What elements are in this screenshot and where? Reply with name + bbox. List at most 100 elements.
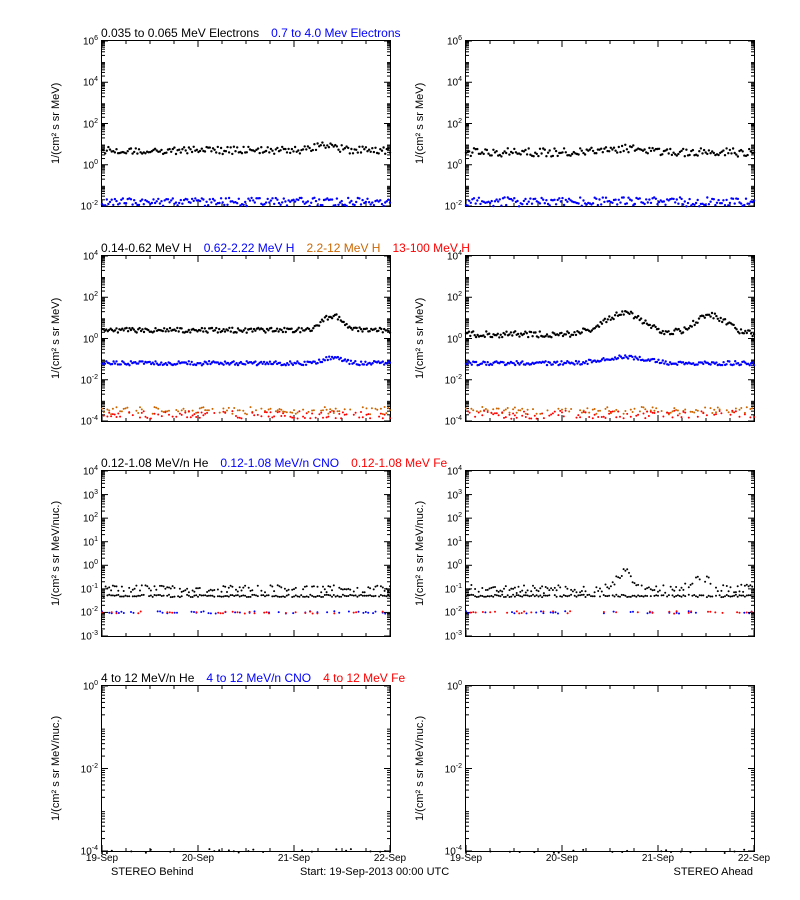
legend-item: 4 to 12 MeV Fe (323, 671, 405, 685)
ylabel: 1/(cm² s sr MeV) (50, 82, 62, 163)
ytick-label: 10-2 (428, 763, 462, 775)
series-points (101, 356, 391, 367)
ytick-label: 106 (428, 35, 462, 47)
ytick-label: 104 (428, 465, 462, 477)
plot-svg (466, 471, 754, 636)
ytick-label: 104 (428, 76, 462, 88)
series-points (465, 594, 755, 598)
xtick-label: 22-Sep (738, 853, 770, 864)
ytick-label: 103 (64, 489, 98, 501)
ylabel: 1/(cm² s sr MeV) (414, 297, 426, 378)
ytick-label: 100 (428, 680, 462, 692)
ytick-label: 102 (428, 512, 462, 524)
panel-r3-c0: 10-410-21001/(cm² s sr MeV/nuc.)19-Sep20… (101, 685, 391, 852)
legend-item: 4 to 12 MeV/n He (101, 671, 194, 685)
ytick-label: 100 (64, 680, 98, 692)
ytick-label: 10-2 (64, 763, 98, 775)
ytick-label: 100 (428, 333, 462, 345)
xtick-label: 21-Sep (642, 853, 674, 864)
panel-r2-c0: 10-310-210-11001011021031041/(cm² s sr M… (101, 470, 391, 637)
panel-r1-c0: 10-410-21001021041/(cm² s sr MeV) (101, 255, 391, 422)
series-points (467, 410, 755, 420)
xtick-label: 19-Sep (450, 853, 482, 864)
legend-item: 0.7 to 4.0 Mev Electrons (271, 26, 400, 40)
series-points (465, 144, 755, 158)
ytick-label: 100 (428, 559, 462, 571)
ytick-label: 10-4 (64, 415, 98, 427)
series-points (465, 849, 745, 854)
ytick-label: 10-2 (64, 200, 98, 212)
ylabel: 1/(cm² s sr MeV) (50, 297, 62, 378)
ytick-label: 104 (428, 250, 462, 262)
series-points (101, 197, 391, 208)
ytick-label: 106 (64, 35, 98, 47)
ylabel: 1/(cm² s sr MeV/nuc.) (50, 716, 62, 821)
ytick-label: 102 (64, 512, 98, 524)
ytick-label: 10-2 (428, 200, 462, 212)
panel-r1-c1: 10-410-21001021041/(cm² s sr MeV) (465, 255, 755, 422)
series-points (465, 610, 753, 614)
legend-item: 0.14-0.62 MeV H (101, 241, 192, 255)
ytick-label: 10-2 (64, 374, 98, 386)
ytick-label: 103 (428, 489, 462, 501)
xtick-label: 19-Sep (86, 853, 118, 864)
panel-r3-c1: 10-410-21001/(cm² s sr MeV/nuc.)19-Sep20… (465, 685, 755, 852)
footer-center: Start: 19-Sep-2013 00:00 UTC (300, 866, 449, 878)
plot-svg (466, 686, 754, 851)
series-points (101, 141, 391, 155)
ytick-label: 100 (64, 159, 98, 171)
ytick-label: 104 (64, 250, 98, 262)
ylabel: 1/(cm² s sr MeV/nuc.) (50, 501, 62, 606)
ylabel: 1/(cm² s sr MeV) (414, 82, 426, 163)
ytick-label: 102 (428, 291, 462, 303)
ylabel: 1/(cm² s sr MeV/nuc.) (414, 501, 426, 606)
legend-item: 0.62-2.22 MeV H (204, 241, 295, 255)
ytick-label: 101 (64, 536, 98, 548)
plot-svg (102, 41, 390, 206)
xtick-label: 20-Sep (182, 853, 214, 864)
ytick-label: 100 (64, 333, 98, 345)
ytick-label: 10-4 (428, 415, 462, 427)
xtick-label: 21-Sep (278, 853, 310, 864)
ytick-label: 104 (64, 465, 98, 477)
ytick-label: 10-1 (428, 583, 462, 595)
series-points (465, 310, 755, 339)
series-points (469, 568, 755, 594)
plot-svg (102, 256, 390, 421)
series-points (465, 354, 755, 366)
ytick-label: 100 (64, 559, 98, 571)
series-points (101, 313, 391, 334)
plot-svg (102, 686, 390, 851)
legend-item: 0.035 to 0.065 MeV Electrons (101, 26, 259, 40)
legend-row-1: 0.14-0.62 MeV H 0.62-2.22 MeV H 2.2-12 MeV… (101, 241, 482, 255)
ytick-label: 102 (428, 118, 462, 130)
series-points (105, 584, 391, 593)
ytick-label: 10-2 (428, 374, 462, 386)
ytick-label: 104 (64, 76, 98, 88)
ytick-label: 10-3 (428, 630, 462, 642)
panel-r0-c1: 10-21001021041061/(cm² s sr MeV) (465, 40, 755, 207)
footer-right: STEREO Ahead (674, 866, 754, 878)
ytick-label: 102 (64, 118, 98, 130)
ytick-label: 10-3 (64, 630, 98, 642)
legend-item: 0.12-1.08 MeV/n He (101, 456, 208, 470)
legend-row-3: 4 to 12 MeV/n He4 to 12 MeV/n CNO4 to 12… (101, 671, 417, 685)
xtick-label: 20-Sep (546, 853, 578, 864)
series-points (101, 611, 384, 615)
ytick-label: 102 (64, 291, 98, 303)
ytick-label: 10-2 (64, 606, 98, 618)
series-points (101, 610, 386, 614)
panel-r0-c0: 10-21001021041061/(cm² s sr MeV) (101, 40, 391, 207)
ytick-label: 10-2 (428, 606, 462, 618)
legend-item: 0.12-1.08 MeV/n CNO (220, 456, 339, 470)
plot-svg (466, 256, 754, 421)
ylabel: 1/(cm² s sr MeV/nuc.) (414, 716, 426, 821)
legend-item: 2.2-12 MeV H (306, 241, 380, 255)
ytick-label: 101 (428, 536, 462, 548)
panel-r2-c1: 10-310-210-11001011021031041/(cm² s sr M… (465, 470, 755, 637)
legend-row-0: 0.035 to 0.065 MeV Electrons 0.7 to 4.0 M… (101, 26, 413, 40)
series-points (101, 594, 391, 598)
ytick-label: 100 (428, 159, 462, 171)
footer-left: STEREO Behind (111, 866, 194, 878)
plot-svg (102, 471, 390, 636)
